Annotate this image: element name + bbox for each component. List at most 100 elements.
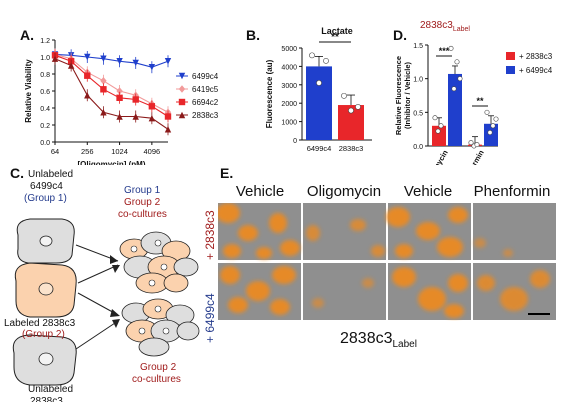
d-data-point [468, 140, 474, 146]
a-legend-label: 6694c2 [192, 98, 219, 107]
d-significance-1: *** [439, 46, 450, 56]
e-col-header-3: Vehicle [403, 183, 453, 200]
d-ytick-label: 1.5 [413, 43, 423, 50]
c-labeled-1: Labeled 2838c3 [4, 318, 76, 329]
d-data-point [484, 109, 490, 115]
e-col-header-2: Oligomycin [306, 183, 382, 200]
a-legend-label: 6419c5 [192, 85, 219, 94]
e-col-header-1: Vehicle [235, 183, 285, 200]
b-data-point [309, 52, 315, 59]
c-unlabeled-bottom-1: Unlabeled [28, 384, 73, 395]
group1-coculture-cluster [119, 231, 199, 294]
d-ylabel-2: (Inhibitor / Vehicle) [403, 61, 412, 129]
a-point-6419c5 [116, 87, 123, 95]
e-col-header-4: Phenformin [473, 183, 551, 200]
c-cocultures-text: co-cultures [118, 209, 167, 220]
b-data-point [316, 80, 322, 86]
e-cell-r2-c3 [388, 263, 471, 320]
d-data-point [474, 142, 480, 148]
d-ytick-label: 0.0 [413, 144, 423, 151]
a-ylabel: Relative Viability [24, 59, 33, 123]
d-legend-swatch [506, 66, 515, 74]
b-ylabel: Fluorescence (au) [265, 59, 274, 128]
panel-label-c: C. [10, 165, 24, 181]
a-ytick-label: 0.4 [40, 106, 50, 113]
b-significance: ** [331, 32, 339, 43]
d-data-point [493, 116, 499, 122]
a-ytick-label: 0.8 [40, 72, 50, 79]
b-ytick-label: 4000 [281, 64, 297, 71]
b-data-point [323, 57, 329, 64]
a-point-2838c3 [116, 113, 123, 120]
a-line-2838c3 [54, 58, 169, 130]
c-unlabeled-top-3: (Group 1) [24, 193, 67, 204]
a-xtick-label: 64 [51, 147, 59, 156]
e-cell-r1-c3 [386, 203, 471, 260]
panel-a-viability-chart: 0.0 0.2 0.4 0.6 0.8 1.0 1.2 64 256 1024 4096 [Oligo… [24, 38, 219, 165]
b-data-point [341, 92, 347, 99]
panel-label-a: A. [20, 27, 34, 43]
panel-label-e: E. [220, 165, 234, 181]
e-cell-r1-c1 [218, 203, 301, 260]
d-data-point [435, 128, 441, 134]
b-ytick-label: 2000 [281, 101, 297, 108]
c-labeled-2: (Group 2) [22, 329, 65, 340]
e-row-label-1: + 2838c3 [203, 210, 217, 260]
panel-label-d: D. [393, 27, 407, 43]
e-cell-r2-c4 [473, 263, 556, 320]
d-legend-swatch [506, 52, 515, 60]
a-xtick-label: 4096 [144, 147, 161, 156]
b-title: Lactate [321, 26, 353, 36]
d-title-sub: Label [453, 26, 471, 33]
b-data-point [348, 107, 354, 114]
e-cell-r2-c1 [218, 263, 301, 320]
a-xtick-label: 1024 [111, 147, 128, 156]
c-group1-text: Group 1 [124, 185, 161, 196]
d-xtick-label: Phenformin [457, 148, 486, 165]
d-data-point [438, 123, 444, 129]
a-legend-marker [178, 98, 186, 106]
a-point-2838c3 [164, 126, 172, 133]
b-ytick-label: 1000 [281, 120, 297, 127]
a-legend-marker [178, 85, 186, 93]
a-point-6694c2 [132, 96, 139, 103]
e-footer-main: 2838c3 [340, 330, 393, 347]
a-legend-label: 6499c4 [192, 72, 219, 81]
d-data-point [457, 76, 463, 82]
d-bar-Phenformin-1 [484, 123, 498, 146]
d-significance-2: ** [476, 96, 484, 106]
panel-c-schematic: Unlabeled 6499c4 (Group 1) Labeled 2838c… [4, 169, 200, 402]
e-cell-r1-c2 [303, 203, 386, 260]
e-footer-label: 2838c3Label [340, 330, 417, 350]
a-ytick-label: 0.0 [40, 140, 50, 147]
e-cell-r1-c4 [473, 203, 556, 260]
c-group2-text: Group 2 [124, 197, 161, 208]
d-title: 2838c3Label [420, 20, 470, 33]
e-cell-r2-c2 [303, 263, 386, 320]
a-point-2838c3 [67, 62, 75, 69]
b-data-point [355, 103, 361, 110]
c-unlabeled-bottom-2: 2838c3 [30, 396, 63, 402]
a-ytick-label: 1.0 [40, 55, 50, 62]
d-ytick-label: 0.5 [413, 110, 423, 117]
a-point-6499c4 [132, 59, 139, 67]
group2-coculture-cluster [121, 298, 200, 357]
d-bar-Oligomycin-0 [432, 125, 446, 146]
a-legend-label: 2838c3 [192, 111, 219, 120]
a-point-2838c3 [132, 113, 139, 120]
a-point-6499c4 [164, 58, 172, 65]
a-point-6499c4 [84, 53, 91, 61]
panel-d-fluorescence-chart: 2838c3Label 0.0 0.5 1.0 1.5 Relative Fluoresc… [394, 20, 553, 165]
d-data-point [454, 59, 460, 65]
d-data-point [490, 123, 496, 129]
d-data-point [451, 86, 457, 92]
a-point-6694c2 [148, 103, 156, 110]
e-microscopy-grid [218, 203, 556, 320]
e-row-label-2: + 6499c4 [203, 293, 217, 343]
a-point-2838c3 [84, 92, 91, 99]
b-xtick-label: 6499c4 [307, 144, 332, 153]
d-xtick-label: Oligomycin [422, 148, 450, 165]
b-ytick-label: 0 [293, 138, 297, 145]
a-point-6694c2 [100, 86, 107, 93]
a-point-2838c3 [51, 55, 59, 62]
